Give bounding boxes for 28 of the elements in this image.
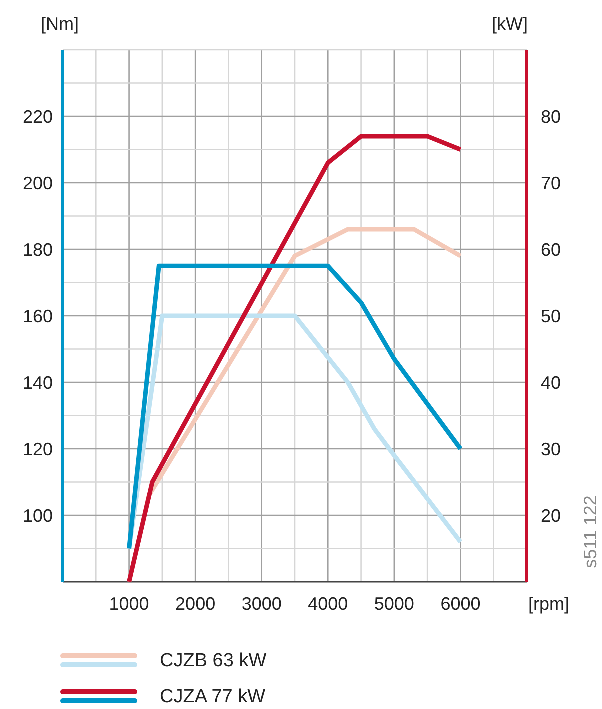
y2-tick-label: 30: [541, 439, 562, 460]
y-tick-label: 220: [22, 106, 53, 127]
line-series: [127, 134, 463, 584]
legend-label: CJZA 77 kW: [160, 686, 266, 708]
text: s511 122: [580, 496, 600, 568]
y2-tick-label: 20: [541, 506, 562, 526]
y2-tick-label: 50: [541, 306, 562, 326]
y-tick-label: 160: [22, 306, 53, 326]
y-tick-label: 200: [22, 173, 53, 194]
x-tick-label: 4000: [308, 594, 348, 614]
x-tick-label: 6000: [440, 594, 481, 614]
y2-tick-label: 60: [541, 240, 562, 260]
x-tick-label: 3000: [242, 594, 282, 614]
y2-axis-title: [kW]: [492, 14, 528, 34]
x-tick-label: 5000: [374, 594, 414, 614]
x-tick-label: 1000: [109, 594, 150, 614]
y-tick-label: 140: [22, 372, 53, 393]
x-axis-title: [rpm]: [528, 594, 570, 614]
y-tick-label: 100: [22, 506, 53, 526]
x-tick-label: 2000: [176, 594, 216, 614]
y-tick-label: 180: [22, 240, 53, 260]
y-axis-title: [Nm]: [41, 14, 79, 34]
line-series: [127, 264, 463, 551]
legend-label: CJZB 63 kW: [160, 650, 267, 672]
y2-tick-label: 80: [541, 106, 562, 127]
y2-tick-label: 70: [541, 173, 562, 194]
y-tick-label: 120: [22, 439, 53, 460]
y2-tick-label: 40: [541, 372, 562, 393]
